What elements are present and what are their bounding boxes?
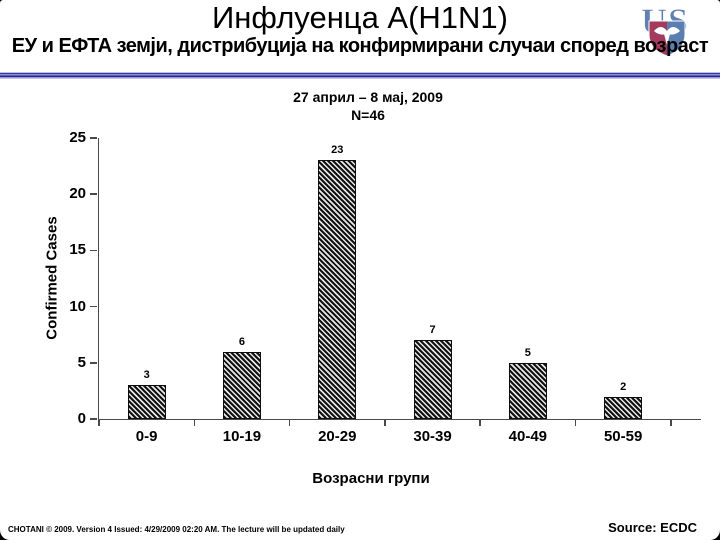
x-axis-category-label: 30-39 (413, 428, 452, 445)
x-axis-tick (193, 419, 196, 426)
x-axis-category-label: 10-19 (222, 428, 262, 445)
bar-20-29 (318, 160, 357, 419)
bar-value-label: 3 (143, 369, 150, 382)
slide-subtitle: ЕУ и ЕФТА земји, дистрибуција на конфирм… (11, 35, 709, 57)
bar-0-9 (127, 385, 166, 419)
y-axis-tick-label: 15 (69, 241, 86, 259)
header-divider (0, 72, 720, 79)
chart-n-label: N=46 (351, 107, 385, 123)
x-axis-title: Возрасни групи (312, 470, 430, 487)
x-axis-category-label: 40-49 (508, 428, 548, 445)
x-axis-tick (288, 419, 291, 426)
chart-title-block: 27 април – 8 мај, 2009 N=46 (293, 88, 443, 124)
y-axis-tick (90, 193, 97, 195)
bar-40-49 (508, 362, 547, 419)
bar-value-label: 6 (238, 335, 245, 348)
x-axis-category-label: 0-9 (135, 428, 158, 445)
x-axis-category-label: 20-29 (318, 428, 357, 445)
source-label: Source: ECDC (608, 520, 697, 535)
y-axis-tick-label: 10 (69, 297, 86, 315)
bar-10-19 (222, 351, 261, 419)
y-axis-title: Confirmed Cases (43, 216, 61, 340)
y-axis-tick (90, 418, 97, 420)
chart-title: 27 април – 8 мај, 2009 (293, 89, 443, 105)
bar-value-label: 5 (524, 346, 531, 359)
y-axis-tick-label: 0 (77, 410, 86, 427)
y-axis-tick-label: 5 (77, 353, 86, 371)
y-axis-tick-label: 20 (69, 185, 86, 203)
shield-logo-svg: U S (638, 0, 696, 57)
x-axis-tick (670, 419, 672, 426)
x-axis-tick (384, 419, 386, 426)
plot-area: 0 5 10 15 20 25 3 0-9 6 10-19 23 20-29 7 30-39 5 40-49 2… (69, 129, 701, 445)
slide-title: Инфлуенца А(H1N1) (211, 0, 508, 35)
y-axis-tick (90, 362, 97, 364)
bar-value-label: 7 (429, 324, 436, 337)
x-axis-category-label: 50-59 (603, 428, 643, 445)
bar-value-label: 2 (620, 380, 627, 393)
y-axis-tick (90, 137, 97, 139)
x-axis-tick (479, 419, 481, 426)
y-axis-tick (90, 249, 97, 252)
x-axis-tick (574, 419, 577, 426)
university-shield-logo: U S (638, 0, 696, 57)
y-axis-tick-label: 25 (69, 129, 86, 146)
bar-value-label: 23 (331, 144, 344, 157)
y-axis-tick (90, 305, 97, 308)
x-axis-tick (98, 419, 100, 426)
bar-50-59 (604, 396, 643, 419)
bar-30-39 (413, 340, 452, 419)
footer-version-note: CHOTANI © 2009. Version 4 Issued: 4/29/2… (8, 525, 345, 534)
eagle-icon (654, 27, 680, 45)
